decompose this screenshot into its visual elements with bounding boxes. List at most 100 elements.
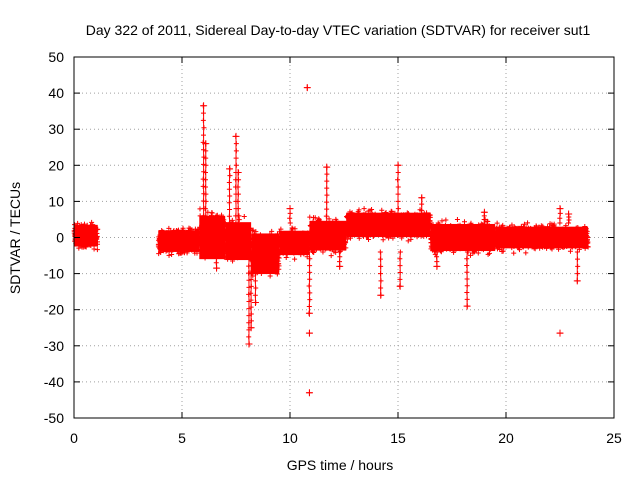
data-point [305,309,313,317]
data-point [226,165,234,173]
x-tick-label: 10 [282,430,298,446]
y-tick-label: -10 [44,266,64,282]
data-point [480,208,488,216]
data-point [303,84,311,92]
data-point [269,228,275,234]
data-band [276,225,312,262]
data-spike [463,249,471,310]
data-point [361,206,367,212]
data-spike [573,249,581,285]
data-point [236,217,242,223]
y-tick-label: 50 [48,49,64,65]
data-point [209,210,215,216]
data-point [91,246,97,252]
data-spike [305,389,313,397]
chart-title: Day 322 of 2011, Sidereal Day-to-day VTE… [86,22,591,38]
data-point [461,219,467,225]
data-point [556,329,564,337]
data-point [356,207,362,213]
data-point [380,237,386,243]
data-point [289,225,295,231]
data-spike [305,249,313,317]
data-point [169,252,175,258]
data-point [312,215,318,221]
data-band [71,219,101,253]
data-point [439,218,445,224]
data-point [556,205,564,213]
data-spike [556,205,564,226]
data-point [232,132,240,140]
data-point [344,236,350,242]
x-axis-label: GPS time / hours [287,457,394,473]
data-spike [286,205,294,226]
x-tick-label: 0 [70,430,78,446]
data-point [511,250,517,256]
y-tick-label: 30 [48,121,64,137]
data-point [166,252,172,258]
data-point [241,214,247,220]
data-point [200,102,208,110]
data-point [89,219,95,225]
data-point [245,340,253,348]
data-point [253,229,259,235]
data-point [323,163,331,171]
data-point [336,262,344,270]
data-point [405,238,411,244]
data-point [166,225,172,231]
data-point [305,389,313,397]
data-band-core [158,230,200,252]
data-spike [305,329,313,337]
data-point [292,256,298,262]
y-tick-label: -30 [44,338,64,354]
data-point [463,302,471,310]
x-tick-label: 25 [606,430,622,446]
data-spike [303,84,311,92]
y-tick-label: 40 [48,85,64,101]
data-band [248,227,282,279]
data-band-core [495,226,589,249]
y-tick-label: -50 [44,410,64,426]
x-tick-label: 20 [498,430,514,446]
data-point [573,277,581,285]
data-point [467,252,473,258]
data-point [286,205,294,213]
y-tick-label: -20 [44,302,64,318]
data-spike [323,163,331,226]
data-spike [556,329,564,337]
data-band-core [279,230,310,256]
y-tick-label: 10 [48,193,64,209]
x-tick-label: 15 [390,430,406,446]
data-point [328,253,334,259]
data-point [229,217,235,223]
y-axis-label: SDTVAR / TECUs [7,182,23,294]
data-point [394,161,402,169]
data-point [377,291,385,299]
data-band-core [346,212,431,238]
data-point [418,194,426,202]
data-point [94,247,100,253]
data-point [307,214,313,220]
data-point [565,210,573,218]
data-point [366,237,372,243]
data-point [305,329,313,337]
data-point [433,262,441,270]
data-point [250,227,256,233]
data-point [292,226,298,232]
data-band [343,206,433,244]
data-point [249,228,255,234]
data-band [427,216,498,258]
data-point [454,216,460,222]
data-point [326,216,332,222]
data-point [523,250,529,256]
x-tick-label: 5 [178,430,186,446]
data-band [307,214,349,259]
data-point [443,217,449,223]
data-band [155,225,202,258]
data-band [492,220,591,256]
data-band-core [430,223,496,252]
data-point [213,264,221,272]
data-point [396,282,404,290]
data-band-core [225,222,252,261]
data-point [283,254,289,260]
